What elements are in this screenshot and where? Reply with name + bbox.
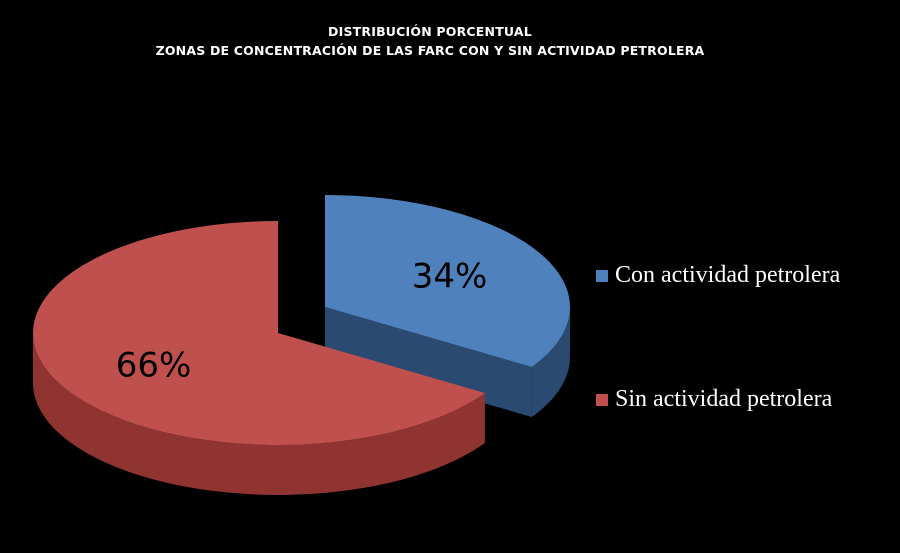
pie-slices: 34% 66% [32, 195, 570, 496]
legend-label-con-actividad: Con actividad petrolera [615, 262, 841, 288]
legend-swatch-sin-actividad [596, 393, 608, 406]
chart-title-line-2: ZONAS DE CONCENTRACIÓN DE LAS FARC CON Y… [155, 43, 705, 58]
slice-side-con-actividad-petrolera [531, 307, 570, 418]
slice-label-con-actividad-petrolera: 34% [412, 257, 488, 297]
chart-title-line-1: DISTRIBUCIÓN PORCENTUAL [328, 24, 532, 39]
chart-title: DISTRIBUCIÓN PORCENTUAL ZONAS DE CONCENT… [0, 22, 860, 60]
slice-top-con-actividad-petrolera [325, 195, 570, 368]
slice-label-sin-actividad-petrolera: 66% [116, 345, 192, 385]
legend-item-con-actividad: Con actividad petrolera [596, 262, 840, 289]
legend-label-sin-actividad: Sin actividad petrolera [615, 386, 833, 412]
slice-cut-face-con-actividad-petrolera [325, 307, 532, 418]
legend-item-sin-actividad: Sin actividad petrolera [596, 386, 832, 413]
legend-swatch-con-actividad [596, 269, 608, 282]
slice-top-sin-actividad-petrolera [32, 221, 485, 446]
slice-side-sin-actividad-petrolera [33, 333, 485, 496]
